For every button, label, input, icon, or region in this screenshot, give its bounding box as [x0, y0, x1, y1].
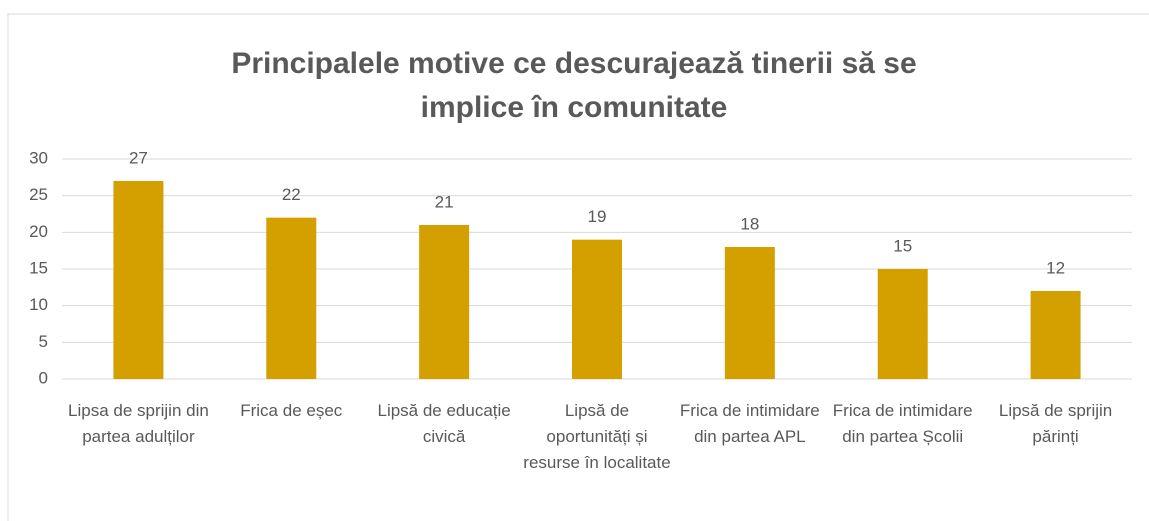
y-tick-label: 30: [29, 148, 48, 167]
x-tick-label: Lipsă de educație civică: [377, 401, 511, 446]
x-tick-label: Lipsă de sprijin părinți: [998, 401, 1113, 446]
x-tick-label: Frica de intimidare din partea Școlii: [832, 401, 973, 446]
y-tick-label: 20: [29, 222, 48, 241]
x-tick-label: Lipsa de sprijin din partea adulților: [68, 401, 209, 446]
bar: [113, 181, 164, 379]
y-tick-label: 25: [29, 185, 48, 204]
y-tick-label: 10: [29, 295, 48, 314]
bar: [877, 269, 928, 379]
y-tick-label: 15: [29, 258, 48, 277]
chart-border: [7, 13, 1149, 521]
x-tick-label: Frica de intimidare din partea APL: [679, 401, 820, 446]
x-tick-label: Lipsă de oportunități și resurse în loca…: [523, 401, 671, 472]
y-tick-label: 0: [39, 368, 48, 387]
data-label: 21: [435, 192, 454, 211]
data-label: 19: [588, 207, 607, 226]
bar: [419, 225, 470, 379]
data-label: 18: [740, 214, 759, 233]
chart-title: Principalele motive ce descurajează tine…: [231, 47, 917, 124]
bar: [266, 217, 317, 379]
data-label: 12: [1046, 258, 1065, 277]
y-tick-label: 5: [39, 332, 48, 351]
data-label: 27: [129, 148, 148, 167]
bar: [724, 247, 775, 379]
x-tick-label: Frica de eșec: [240, 401, 343, 420]
bar: [572, 239, 622, 379]
data-label: 15: [893, 236, 912, 255]
data-label: 22: [282, 185, 301, 204]
bar: [1030, 291, 1081, 379]
